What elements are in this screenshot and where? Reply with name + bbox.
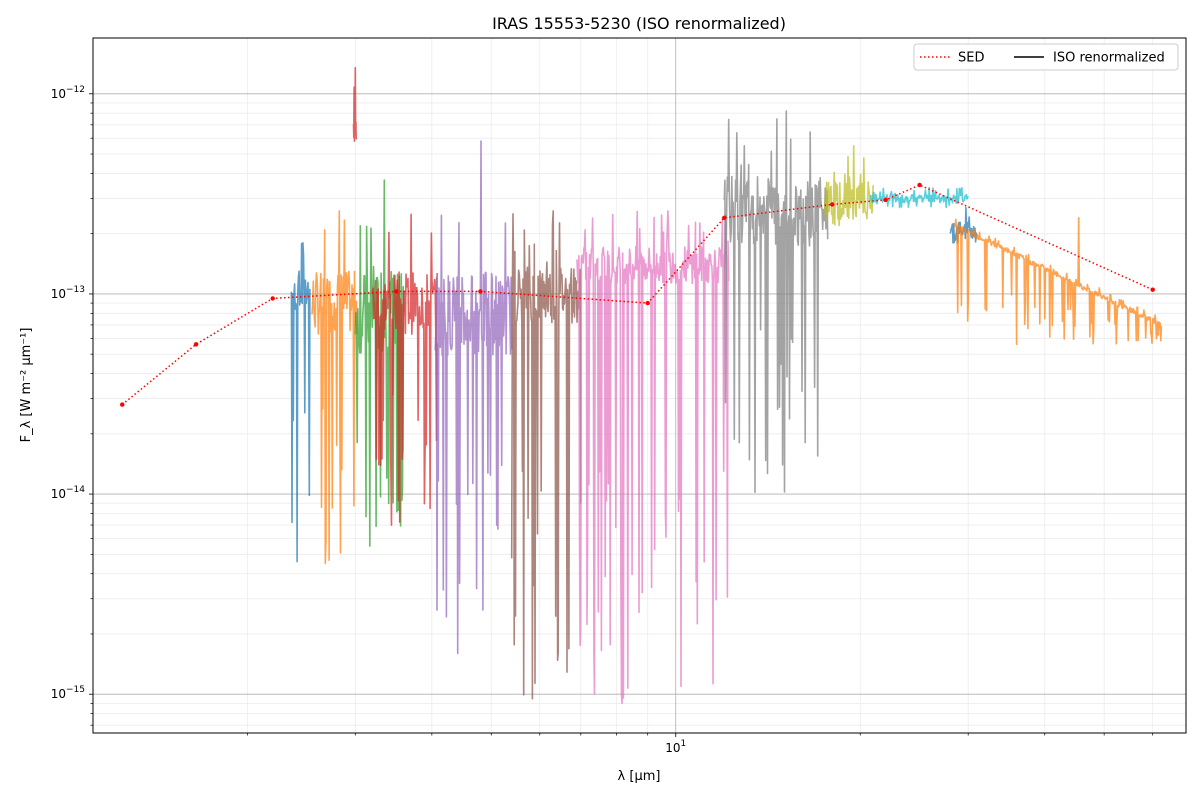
sed-point <box>722 215 727 220</box>
y-tick-label: 10−14 <box>51 485 86 501</box>
y-tick-label: 10−15 <box>51 685 85 701</box>
iso-spectrum-segment-6 <box>434 140 513 655</box>
sed-point <box>830 202 835 207</box>
sed-point <box>394 289 399 294</box>
legend-iso-label: ISO renormalized <box>1053 51 1165 66</box>
iso-spectrum-segment-8 <box>576 210 730 705</box>
y-tick-label: 10−12 <box>51 85 85 101</box>
sed-point <box>478 289 483 294</box>
sed-point <box>917 182 922 188</box>
sed-point <box>883 197 888 203</box>
iso-spectrum-segment-5 <box>371 213 438 526</box>
legend-sed-label: SED <box>958 51 984 66</box>
sed-point <box>645 300 650 306</box>
iso-spectrum-segment-9 <box>723 110 829 494</box>
iso-spectrum-segment-11 <box>869 186 969 209</box>
iso-spectrum-segment-3 <box>352 66 357 142</box>
x-tick-label: 101 <box>665 739 686 755</box>
y-axis-label: F_λ [W m⁻² μm⁻¹] <box>19 328 34 443</box>
sed-point <box>270 296 275 301</box>
legend: SED ISO renormalized <box>913 43 1179 71</box>
iso-spectrum-segment-13 <box>953 217 1163 346</box>
axis-ticks: 101 10−15 10−14 10−13 10−12 <box>51 85 1154 755</box>
iso-spectrum-segment-2 <box>311 210 358 565</box>
legend-box <box>913 43 1179 71</box>
plot-area <box>120 66 1163 705</box>
sed-point <box>193 342 199 347</box>
plot-frame <box>92 37 1187 734</box>
chart-title: IRAS 15553-5230 (ISO renormalized) <box>492 14 786 33</box>
iso-spectrum-segment-10 <box>823 145 874 227</box>
sed-point <box>120 402 125 407</box>
sed-point <box>1150 287 1155 292</box>
x-axis-label: λ [μm] <box>618 769 661 784</box>
iso-spectrum-segment-7 <box>510 210 582 700</box>
y-tick-label: 10−13 <box>51 285 85 301</box>
